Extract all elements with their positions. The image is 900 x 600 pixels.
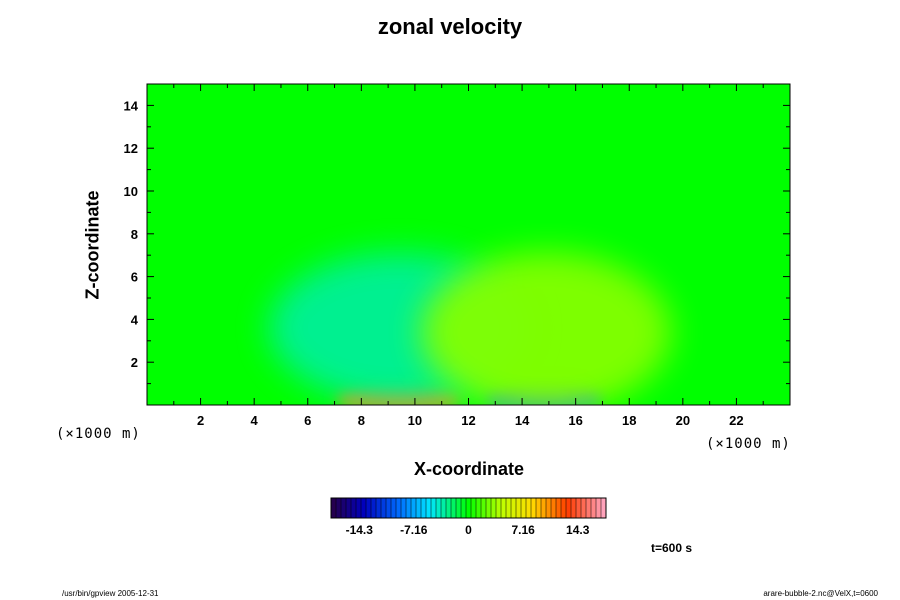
colorbar-cell [481,498,487,518]
colorbar-cell [461,498,467,518]
colorbar-cell [536,498,542,518]
x-tick-label: 20 [676,413,690,428]
x-tick-label: 14 [515,413,530,428]
colorbar-cell [386,498,392,518]
x-axis-label: X-coordinate [413,459,524,479]
colorbar-cell [396,498,402,518]
colorbar-cell [471,498,477,518]
colorbar-cell [516,498,522,518]
colorbar-cell [366,498,372,518]
y-tick-label: 2 [131,355,138,370]
colorbar-tick-label: 7.16 [512,523,536,537]
y-axis-label: Z-coordinate [82,190,103,300]
field-feature [421,252,672,405]
colorbar-cell [526,498,532,518]
y-tick-label: 4 [131,312,139,327]
colorbar-cell [551,498,557,518]
x-tick-label: 2 [197,413,204,428]
colorbar-cell [476,498,482,518]
y-tick-label: 14 [124,98,139,113]
colorbar-cell [586,498,592,518]
colorbar-cell [511,498,517,518]
x-tick-label: 8 [358,413,365,428]
x-tick-label: 4 [251,413,259,428]
colorbar-cell [361,498,367,518]
colorbar-cell [501,498,507,518]
colorbar-cell [411,498,417,518]
colorbar-frame [330,497,607,519]
x-tick-label: 10 [408,413,422,428]
colorbar-cell [486,498,492,518]
colorbar-cell [506,498,512,518]
colorbar: -14.3 -7.16 0 7.16 14.3 [330,497,607,537]
colorbar-cell [346,498,352,518]
colorbar-cell [456,498,462,518]
x-tick-label: 6 [304,413,311,428]
colorbar-cell [576,498,582,518]
colorbar-cell [496,498,502,518]
colorbar-cell [341,498,347,518]
x-tick-label: 18 [622,413,636,428]
colorbar-cell [546,498,552,518]
colorbar-cell [561,498,567,518]
colorbar-cell [451,498,457,518]
x-tick-label: 16 [568,413,582,428]
colorbar-tick-label: -14.3 [346,523,374,537]
colorbar-cell [531,498,537,518]
colorbar-cell [491,498,497,518]
y-tick-label: 12 [124,141,138,156]
colorbar-cell [356,498,362,518]
colorbar-tick-label: -7.16 [400,523,428,537]
colorbar-cell [591,498,597,518]
colorbar-cell [376,498,382,518]
colorbar-tick-label: 14.3 [566,523,590,537]
colorbar-cell [446,498,452,518]
colorbar-cell [351,498,357,518]
time-label: t=600 s [651,541,693,555]
footer-command: /usr/bin/gpview 2005-12-31 [62,589,159,598]
y-tick-label: 8 [131,227,138,242]
colorbar-cell [371,498,377,518]
chart-title: zonal velocity [377,14,523,39]
colorbar-cell [556,498,562,518]
colorbar-cell [521,498,527,518]
colorbar-cell [391,498,397,518]
colorbar-cell [421,498,427,518]
colorbar-cell [426,498,432,518]
x-scale-note: (×1000 m) [706,436,791,452]
colorbar-cell [581,498,587,518]
colorbar-cell [441,498,447,518]
colorbar-cell [436,498,442,518]
y-tick-label: 6 [131,270,138,285]
footer-source: arare-bubble-2.nc@VelX,t=0600 [763,589,878,598]
colorbar-cell [541,498,547,518]
colorbar-cell [381,498,387,518]
x-tick-label: 12 [461,413,475,428]
colorbar-cell [566,498,572,518]
colorbar-cell [416,498,422,518]
colorbar-cell [571,498,577,518]
colorbar-cell [601,498,607,518]
colorbar-cell [466,498,472,518]
x-tick-label: 22 [729,413,743,428]
colorbar-cell [336,498,342,518]
colorbar-cell [596,498,602,518]
z-scale-note: (×1000 m) [56,426,141,442]
velocity-field [268,252,672,405]
colorbar-cell [406,498,412,518]
colorbar-tick-label: 0 [465,523,472,537]
y-tick-label: 10 [124,184,138,199]
colorbar-cell [331,498,337,518]
colorbar-cell [431,498,437,518]
colorbar-cell [401,498,407,518]
